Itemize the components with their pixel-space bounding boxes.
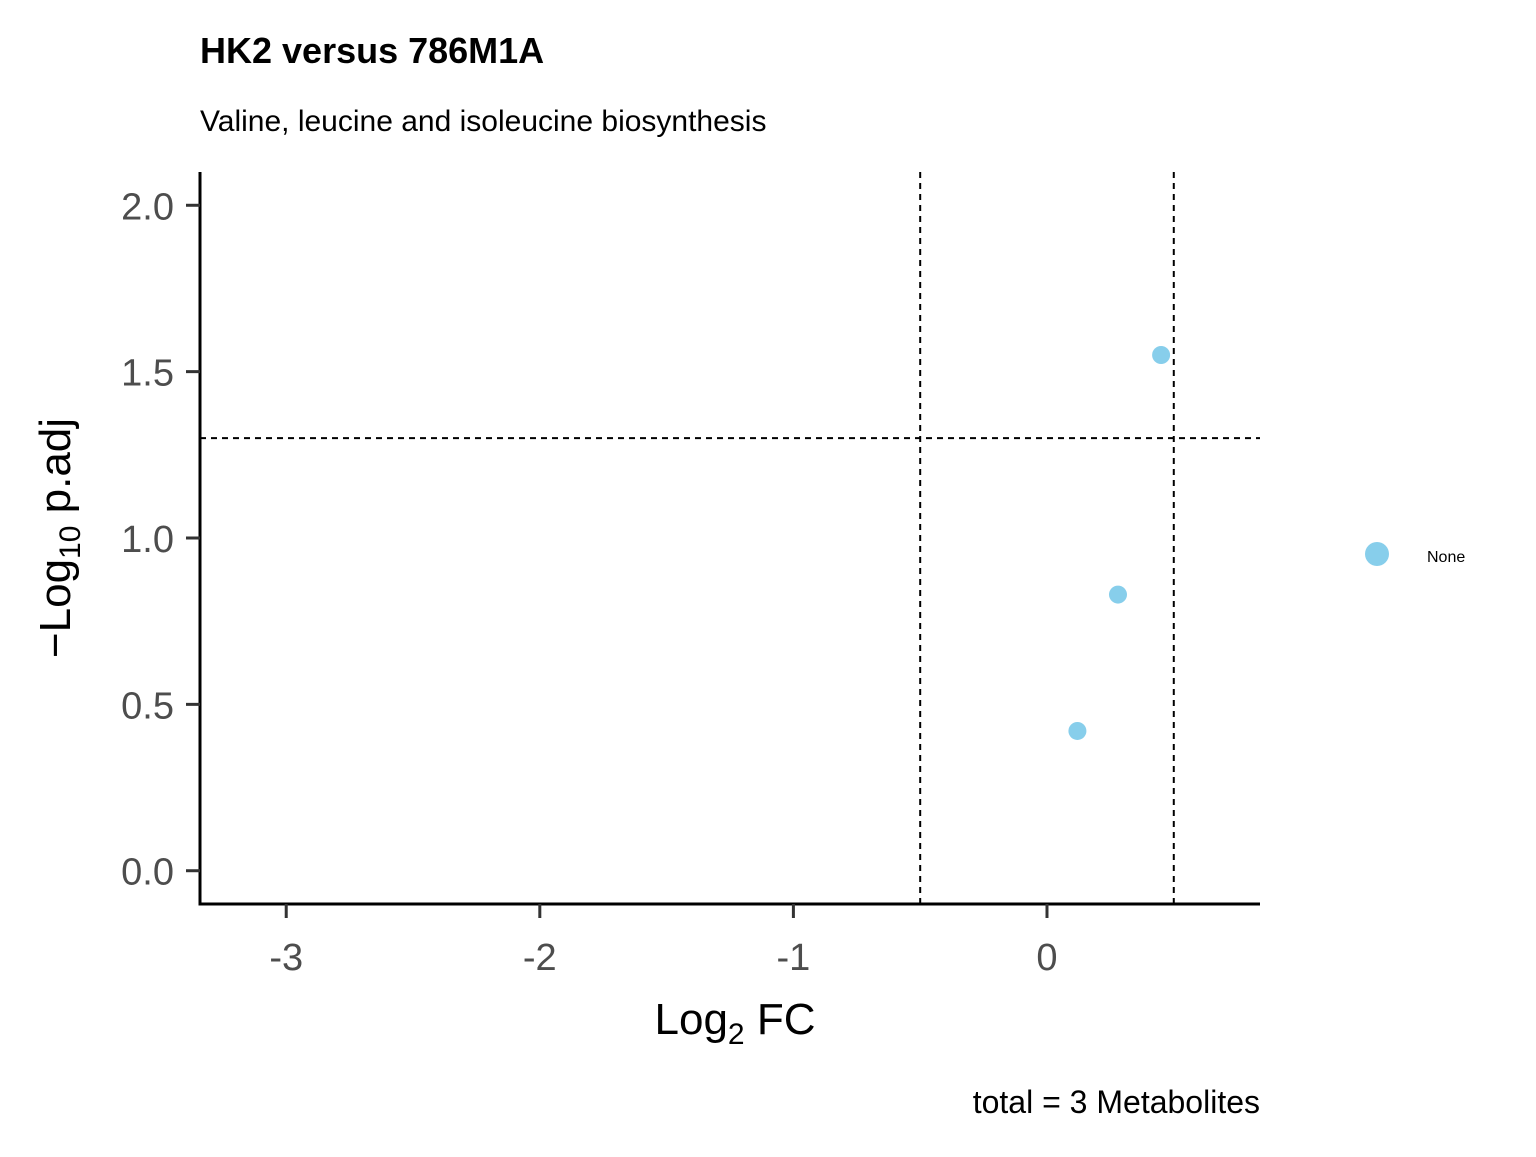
data-point bbox=[1152, 346, 1171, 364]
chart-title: HK2 versus 786M1A bbox=[200, 30, 544, 71]
x-tick-label: -2 bbox=[523, 937, 557, 979]
data-point bbox=[1068, 721, 1087, 740]
x-axis-title-subscript: 2 bbox=[728, 1018, 745, 1051]
y-tick-label: 0.0 bbox=[121, 852, 174, 894]
y-tick-label: 1.5 bbox=[121, 353, 174, 395]
legend: None bbox=[1365, 542, 1465, 566]
x-tick-label: -1 bbox=[776, 937, 810, 979]
y-axis-title: −Log10 p.adj bbox=[31, 418, 87, 658]
x-axis-ticks: -3 -2 -1 0 bbox=[269, 904, 1058, 979]
legend-key-none bbox=[1365, 542, 1389, 566]
y-axis-title-rest: p.adj bbox=[31, 418, 80, 526]
reference-lines bbox=[200, 172, 1260, 904]
y-tick-label: 1.0 bbox=[121, 519, 174, 561]
chart-caption: total = 3 Metabolites bbox=[973, 1084, 1260, 1120]
x-tick-label: -3 bbox=[269, 937, 303, 979]
y-tick-label: 2.0 bbox=[121, 186, 174, 228]
data-point bbox=[1108, 585, 1127, 604]
x-tick-label: 0 bbox=[1036, 937, 1057, 979]
data-points bbox=[1068, 346, 1171, 740]
chart-subtitle: Valine, leucine and isoleucine biosynthe… bbox=[200, 105, 766, 138]
x-axis-title-rest: FC bbox=[745, 995, 816, 1044]
x-axis-title: Log2 FC bbox=[655, 995, 816, 1051]
y-axis-ticks: 0.0 0.5 1.0 1.5 2.0 bbox=[121, 186, 200, 894]
y-tick-label: 0.5 bbox=[121, 685, 174, 727]
axes bbox=[198, 172, 1260, 906]
x-axis-title-main: Log bbox=[655, 995, 728, 1044]
legend-label-none: None bbox=[1427, 549, 1465, 566]
y-axis-title-subscript: 10 bbox=[54, 526, 87, 559]
y-axis-title-prefix: − bbox=[31, 632, 80, 658]
y-axis-title-main: Log bbox=[31, 559, 80, 632]
